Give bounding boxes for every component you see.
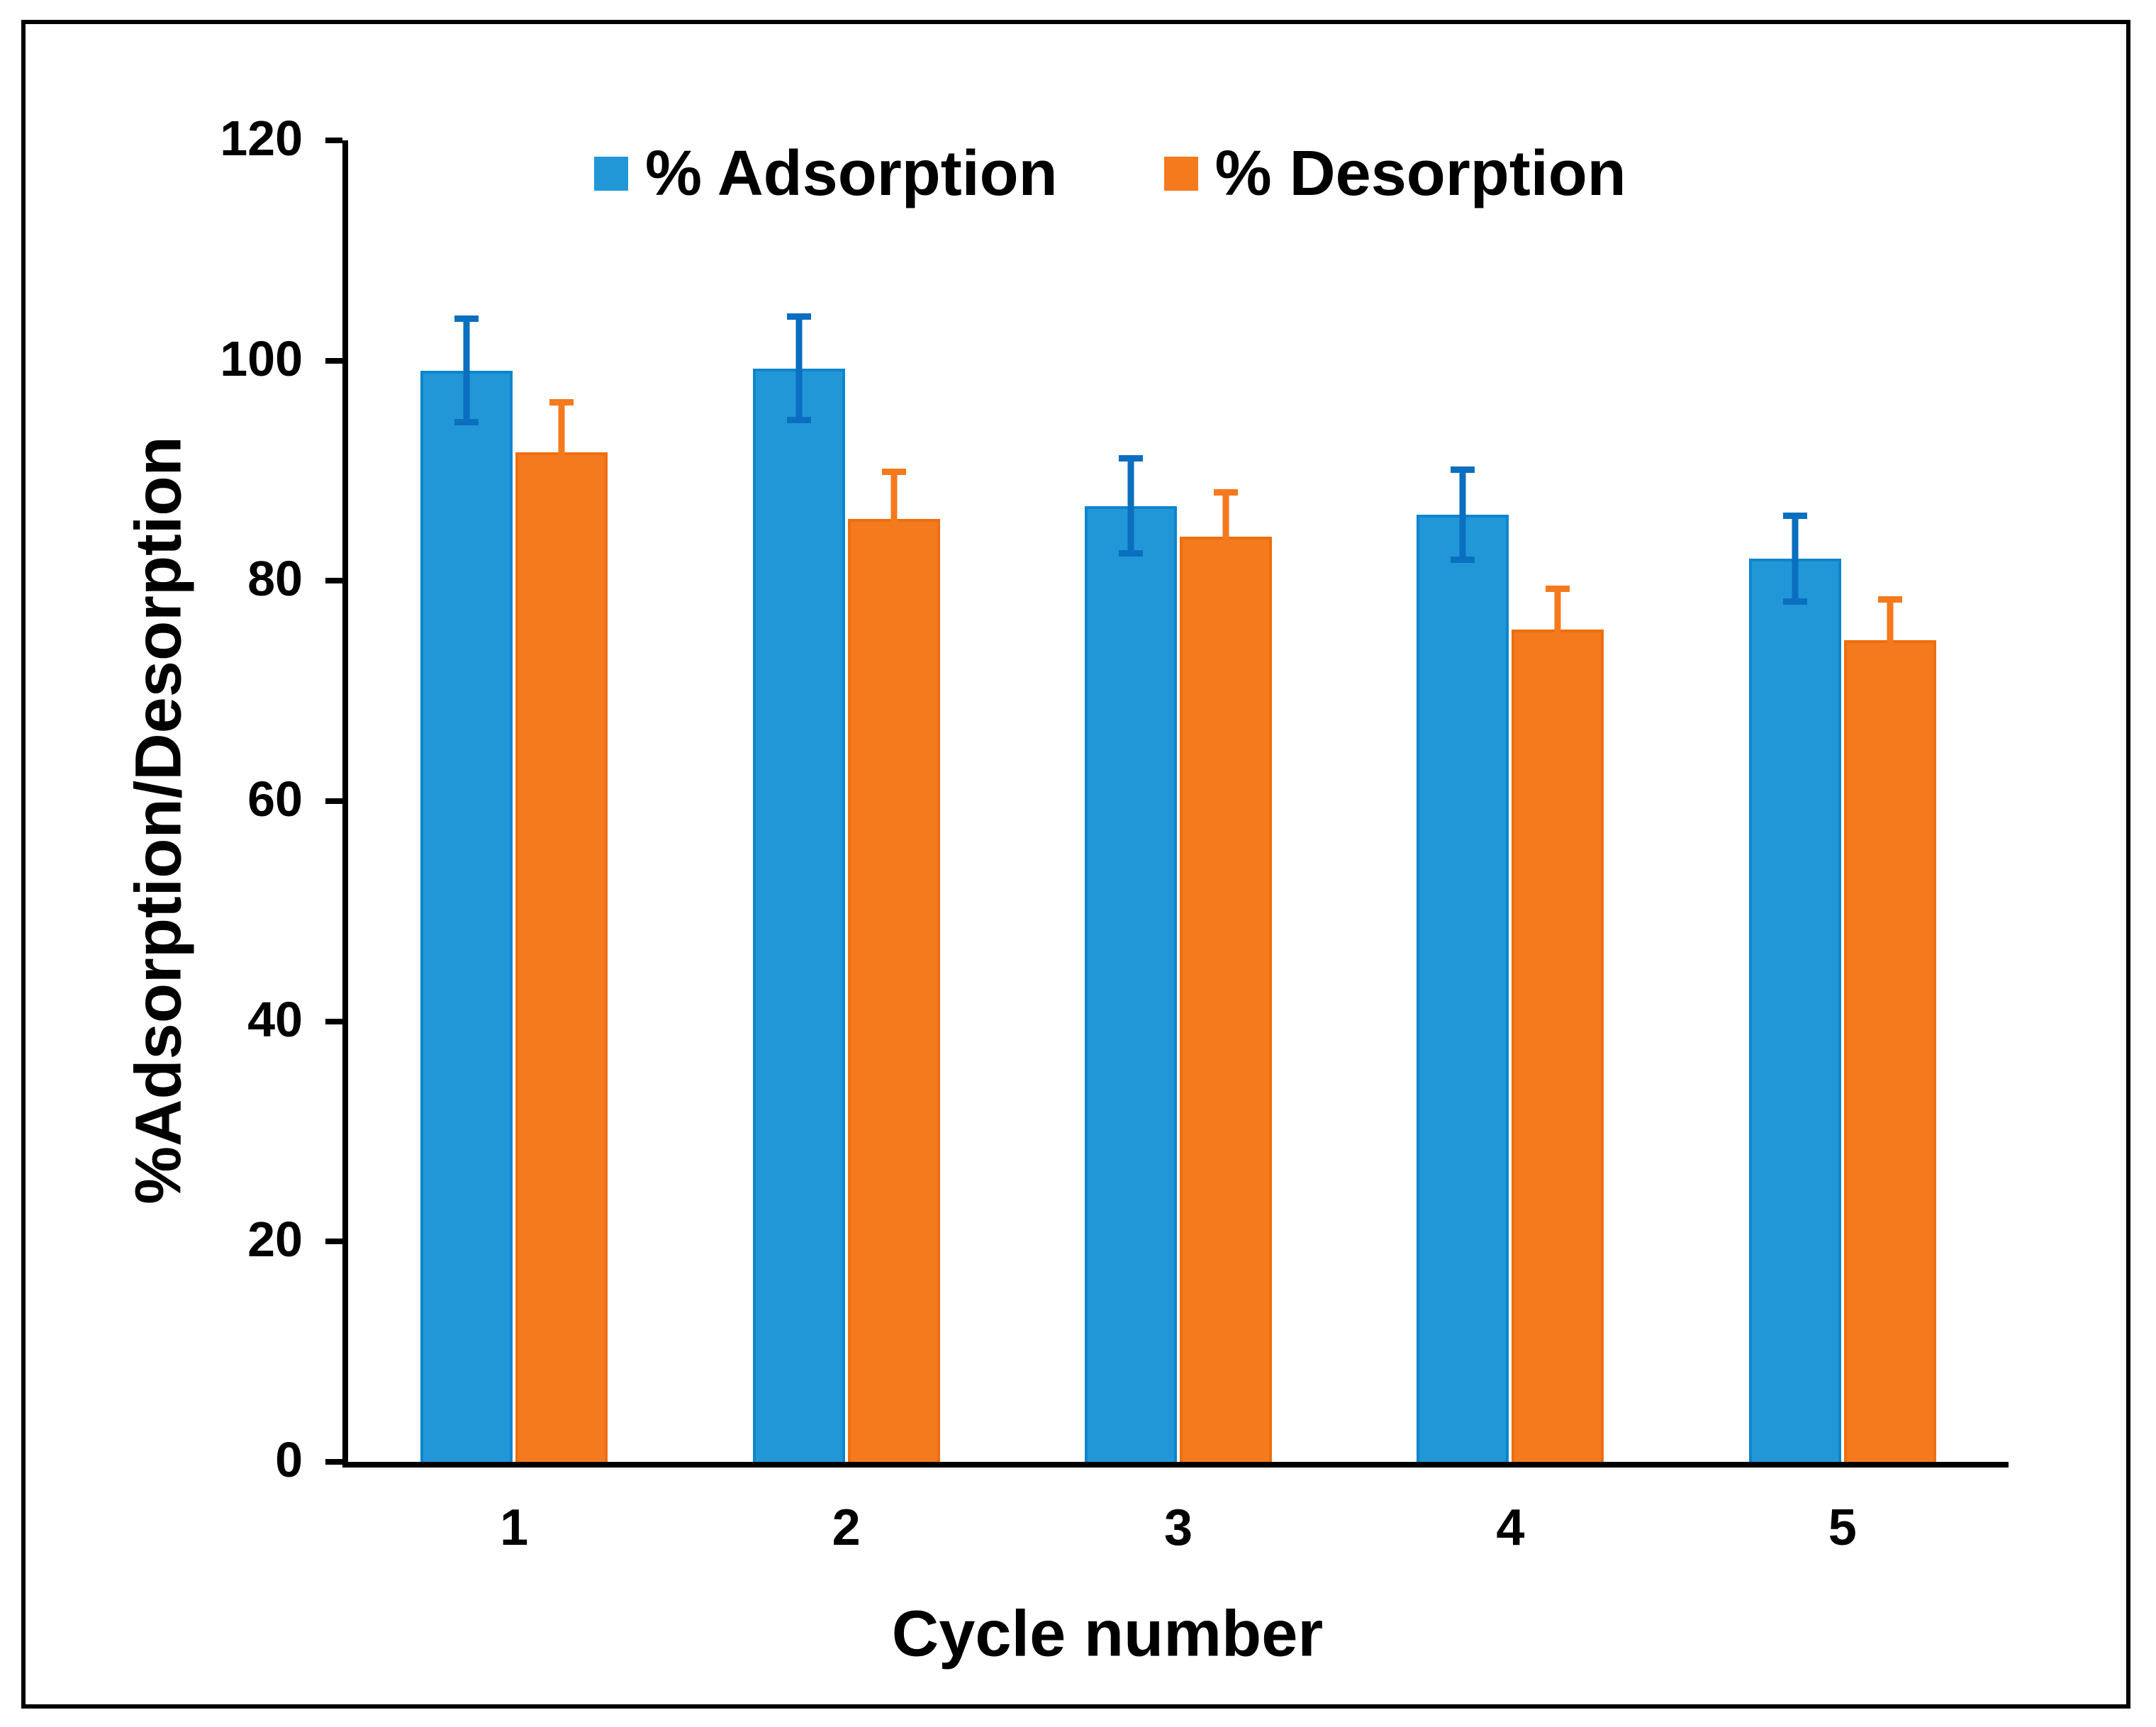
y-tick-mark	[325, 798, 342, 804]
error-bar-part	[1118, 455, 1143, 462]
error-bar-part	[1213, 577, 1238, 584]
bar-group-cycle-4	[1344, 140, 1676, 1462]
error-bar-part	[1887, 596, 1894, 685]
adsorption-error-bar-cycle-4	[1451, 466, 1475, 564]
error-bar-part	[558, 399, 565, 505]
bar-group-cycle-1	[348, 140, 680, 1462]
error-bar-part	[1451, 466, 1475, 473]
adsorption-swatch-icon	[594, 157, 628, 191]
error-bar-part	[795, 313, 803, 424]
adsorption-error-bar-cycle-1	[454, 315, 479, 426]
y-tick-label: 60	[247, 771, 303, 827]
legend-item-adsorption: % Adsorption	[594, 140, 1058, 208]
y-tick-mark	[325, 1459, 342, 1465]
error-bar-part	[1546, 666, 1570, 674]
error-bar-part	[1222, 489, 1229, 584]
legend-label-desorption: % Desorption	[1214, 138, 1626, 209]
desorption-error-bar-cycle-1	[549, 399, 574, 505]
y-tick-mark	[325, 138, 342, 143]
error-bar-part	[1213, 489, 1238, 496]
y-tick-label: 40	[247, 991, 303, 1047]
error-bar-part	[1877, 678, 1902, 685]
x-axis-title: Cycle number	[891, 1597, 1324, 1670]
adsorption-bar-cycle-2	[752, 368, 845, 1462]
desorption-swatch-icon	[1163, 157, 1198, 191]
y-tick-label: 20	[247, 1212, 303, 1268]
error-bar-part	[890, 468, 898, 570]
error-bar-part	[454, 315, 479, 322]
adsorption-bar-cycle-1	[420, 370, 513, 1462]
error-bar-part	[549, 498, 574, 505]
x-tick-label-cycle-4: 4	[1496, 1499, 1525, 1556]
legend-item-desorption: % Desorption	[1163, 138, 1626, 209]
legend: % Adsorption % Desorption	[594, 140, 1626, 208]
y-tick-label: 120	[220, 110, 303, 166]
adsorption-error-bar-cycle-2	[786, 313, 811, 424]
error-bar-part	[1782, 513, 1807, 520]
y-tick-mark	[325, 1239, 342, 1245]
error-bar-part	[1451, 557, 1475, 564]
error-bar-part	[1127, 455, 1134, 557]
y-tick-label: 80	[247, 551, 303, 607]
error-bar-part	[1792, 513, 1799, 605]
bar-group-cycle-5	[1677, 140, 2009, 1462]
adsorption-error-bar-cycle-5	[1782, 513, 1807, 605]
y-axis-title: %Adsorption/Desorption	[122, 436, 195, 1205]
error-bar-part	[786, 313, 811, 320]
y-tick-mark	[325, 1018, 342, 1024]
desorption-error-bar-cycle-2	[881, 468, 906, 570]
bar-group-cycle-2	[680, 140, 1012, 1462]
error-bar-part	[463, 315, 470, 426]
error-bar-part	[1877, 596, 1902, 603]
legend-label-adsorption: % Adsorption	[645, 138, 1058, 209]
error-bar-part	[549, 399, 574, 406]
desorption-error-bar-cycle-4	[1546, 585, 1570, 674]
error-bar-part	[454, 419, 479, 426]
error-bar-part	[1782, 598, 1807, 605]
y-tick-label: 100	[220, 330, 303, 386]
error-bar-part	[881, 468, 906, 475]
error-bar-part	[1554, 585, 1561, 674]
error-bar-part	[881, 563, 906, 570]
desorption-bar-cycle-1	[515, 452, 608, 1462]
x-tick-label-cycle-5: 5	[1828, 1499, 1857, 1556]
y-tick-mark	[325, 357, 342, 364]
error-bar-part	[1118, 550, 1143, 557]
desorption-bar-cycle-4	[1512, 629, 1604, 1462]
error-bar-part	[1459, 466, 1466, 564]
adsorption-bar-cycle-4	[1417, 515, 1509, 1462]
bar-group-cycle-3	[1012, 140, 1344, 1462]
desorption-error-bar-cycle-3	[1213, 489, 1238, 584]
x-tick-label-cycle-2: 2	[832, 1499, 861, 1556]
adsorption-error-bar-cycle-3	[1118, 455, 1143, 557]
x-tick-label-cycle-3: 3	[1163, 1499, 1193, 1556]
desorption-bar-cycle-3	[1179, 537, 1272, 1462]
error-bar-part	[1546, 585, 1570, 592]
figure-frame	[21, 20, 2130, 1709]
plot-area: 0 20 40 60 80 100 120 1 2 3 4 5	[220, 111, 2009, 1556]
adsorption-bar-cycle-5	[1748, 559, 1841, 1462]
desorption-bar-cycle-5	[1843, 640, 1936, 1462]
error-bar-part	[786, 417, 811, 424]
y-tick-mark	[325, 578, 342, 584]
adsorption-bar-cycle-3	[1084, 505, 1177, 1462]
y-tick-label: 0	[275, 1431, 303, 1487]
x-tick-label-cycle-1: 1	[500, 1499, 529, 1556]
desorption-bar-cycle-2	[847, 519, 940, 1462]
desorption-error-bar-cycle-5	[1877, 596, 1902, 685]
